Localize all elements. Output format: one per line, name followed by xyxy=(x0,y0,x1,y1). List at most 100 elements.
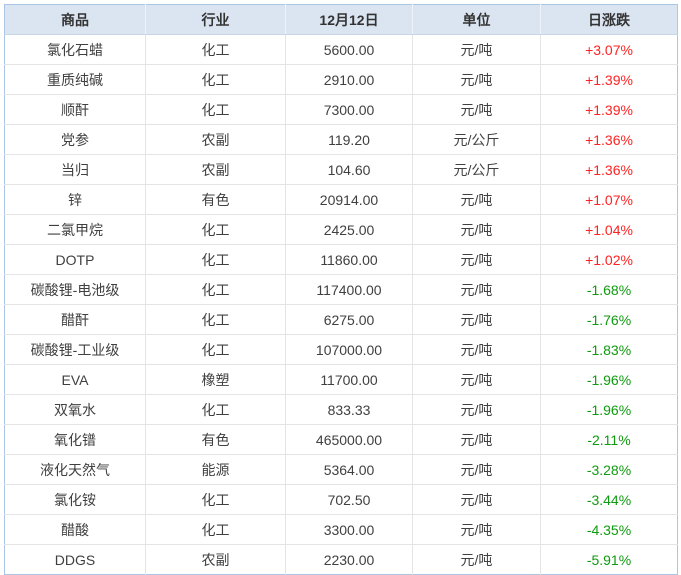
change-cell: -1.76% xyxy=(540,304,678,335)
table-row: 液化天然气 能源 5364.00 元/吨 -3.28% xyxy=(4,454,678,485)
table-row: 当归 农副 104.60 元/公斤 +1.36% xyxy=(4,154,678,185)
price-cell: 104.60 xyxy=(285,154,413,185)
price-cell: 6275.00 xyxy=(285,304,413,335)
industry-cell: 化工 xyxy=(145,34,286,65)
unit-cell: 元/吨 xyxy=(412,244,541,275)
table-row: 醋酐 化工 6275.00 元/吨 -1.76% xyxy=(4,304,678,335)
table-row: 氯化石蜡 化工 5600.00 元/吨 +3.07% xyxy=(4,34,678,65)
industry-cell: 化工 xyxy=(145,214,286,245)
table-row: 碳酸锂-工业级 化工 107000.00 元/吨 -1.83% xyxy=(4,334,678,365)
price-cell: 2230.00 xyxy=(285,544,413,575)
industry-cell: 化工 xyxy=(145,394,286,425)
unit-cell: 元/吨 xyxy=(412,34,541,65)
industry-cell: 橡塑 xyxy=(145,364,286,395)
industry-cell: 化工 xyxy=(145,484,286,515)
price-cell: 5600.00 xyxy=(285,34,413,65)
unit-cell: 元/公斤 xyxy=(412,154,541,185)
unit-cell: 元/吨 xyxy=(412,214,541,245)
price-cell: 2910.00 xyxy=(285,64,413,95)
change-cell: +3.07% xyxy=(540,34,678,65)
unit-cell: 元/吨 xyxy=(412,94,541,125)
industry-cell: 化工 xyxy=(145,304,286,335)
table-row: 碳酸锂-电池级 化工 117400.00 元/吨 -1.68% xyxy=(4,274,678,305)
table-row: DDGS 农副 2230.00 元/吨 -5.91% xyxy=(4,544,678,575)
change-cell: -2.11% xyxy=(540,424,678,455)
table-row: 党参 农副 119.20 元/公斤 +1.36% xyxy=(4,124,678,155)
table-row: 重质纯碱 化工 2910.00 元/吨 +1.39% xyxy=(4,64,678,95)
unit-cell: 元/吨 xyxy=(412,544,541,575)
change-cell: +1.39% xyxy=(540,64,678,95)
header-cell-product: 商品 xyxy=(4,4,146,35)
table-row: 锌有色 20914.00 元/吨 +1.07% xyxy=(4,184,678,215)
change-cell: +1.39% xyxy=(540,94,678,125)
product-cell: 醋酸 xyxy=(4,514,146,545)
industry-cell: 农副 xyxy=(145,544,286,575)
product-cell: 重质纯碱 xyxy=(4,64,146,95)
unit-cell: 元/吨 xyxy=(412,394,541,425)
unit-cell: 元/吨 xyxy=(412,334,541,365)
industry-cell: 能源 xyxy=(145,454,286,485)
product-cell: 液化天然气 xyxy=(4,454,146,485)
table-row: 顺酐 化工 7300.00 元/吨 +1.39% xyxy=(4,94,678,125)
industry-cell: 农副 xyxy=(145,154,286,185)
price-cell: 702.50 xyxy=(285,484,413,515)
price-cell: 107000.00 xyxy=(285,334,413,365)
industry-cell: 化工 xyxy=(145,334,286,365)
change-cell: +1.36% xyxy=(540,124,678,155)
product-cell: DDGS xyxy=(4,544,146,575)
change-cell: +1.36% xyxy=(540,154,678,185)
industry-cell: 化工 xyxy=(145,244,286,275)
price-cell: 7300.00 xyxy=(285,94,413,125)
product-cell: 党参 xyxy=(4,124,146,155)
price-cell: 2425.00 xyxy=(285,214,413,245)
table-row: EVA 橡塑 11700.00 元/吨 -1.96% xyxy=(4,364,678,395)
product-cell: 当归 xyxy=(4,154,146,185)
price-cell: 117400.00 xyxy=(285,274,413,305)
price-cell: 11700.00 xyxy=(285,364,413,395)
product-cell: 碳酸锂-工业级 xyxy=(4,334,146,365)
unit-cell: 元/公斤 xyxy=(412,124,541,155)
change-cell: +1.07% xyxy=(540,184,678,215)
price-cell: 20914.00 xyxy=(285,184,413,215)
unit-cell: 元/吨 xyxy=(412,304,541,335)
price-cell: 119.20 xyxy=(285,124,413,155)
product-cell: 二氯甲烷 xyxy=(4,214,146,245)
product-cell: 氯化铵 xyxy=(4,484,146,515)
unit-cell: 元/吨 xyxy=(412,484,541,515)
industry-cell: 化工 xyxy=(145,274,286,305)
industry-cell: 有色 xyxy=(145,424,286,455)
change-cell: -1.68% xyxy=(540,274,678,305)
price-cell: 465000.00 xyxy=(285,424,413,455)
unit-cell: 元/吨 xyxy=(412,454,541,485)
industry-cell: 农副 xyxy=(145,124,286,155)
unit-cell: 元/吨 xyxy=(412,424,541,455)
table-row: DOTP 化工 11860.00 元/吨 +1.02% xyxy=(4,244,678,275)
industry-cell: 化工 xyxy=(145,64,286,95)
commodity-price-table: 商品 行业 12月12日 单位 日涨跌 氯化石蜡 化工 5600.00 元/吨 +3.0… xyxy=(4,4,678,575)
table-body: 氯化石蜡 化工 5600.00 元/吨 +3.07% 重质纯碱 化工 2910.00 元/吨 +1… xyxy=(4,34,678,575)
product-cell: 锌 xyxy=(4,184,146,215)
change-cell: -1.96% xyxy=(540,394,678,425)
product-cell: 氧化镨 xyxy=(4,424,146,455)
product-cell: DOTP xyxy=(4,244,146,275)
change-cell: -1.83% xyxy=(540,334,678,365)
industry-cell: 化工 xyxy=(145,94,286,125)
price-cell: 5364.00 xyxy=(285,454,413,485)
price-table: 商品 行业 12月12日 单位 日涨跌 氯化石蜡 化工 5600.00 元/吨 +3.0… xyxy=(4,4,678,575)
change-cell: -3.28% xyxy=(540,454,678,485)
product-cell: 双氧水 xyxy=(4,394,146,425)
price-cell: 11860.00 xyxy=(285,244,413,275)
unit-cell: 元/吨 xyxy=(412,274,541,305)
table-row: 双氧水 化工 833.33 元/吨 -1.96% xyxy=(4,394,678,425)
product-cell: 顺酐 xyxy=(4,94,146,125)
price-cell: 3300.00 xyxy=(285,514,413,545)
table-row: 醋酸 化工 3300.00 元/吨 -4.35% xyxy=(4,514,678,545)
industry-cell: 化工 xyxy=(145,514,286,545)
header-cell-unit: 单位 xyxy=(412,4,541,35)
price-cell: 833.33 xyxy=(285,394,413,425)
product-cell: 氯化石蜡 xyxy=(4,34,146,65)
industry-cell: 有色 xyxy=(145,184,286,215)
header-cell-change: 日涨跌 xyxy=(540,4,678,35)
change-cell: -4.35% xyxy=(540,514,678,545)
header-cell-industry: 行业 xyxy=(145,4,286,35)
